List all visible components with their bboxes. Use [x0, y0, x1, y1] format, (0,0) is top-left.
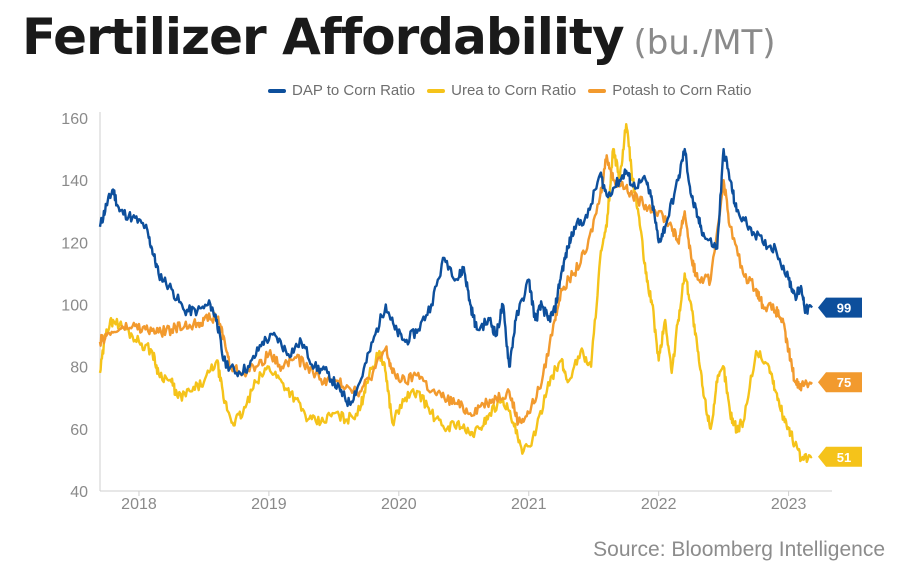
- legend-swatch-potash: [588, 88, 607, 93]
- y-tick-label-140: 140: [61, 173, 88, 190]
- y-tick-label-40: 40: [70, 484, 88, 501]
- y-tick-label-120: 120: [61, 235, 88, 252]
- legend-label-potash: Potash to Corn Ratio: [612, 82, 752, 99]
- end-tag-label-2: 75: [837, 375, 851, 390]
- title-unit: (bu./MT): [633, 23, 776, 63]
- legend-label-urea: Urea to Corn Ratio: [451, 82, 577, 99]
- legend-item-potash: Potash to Corn Ratio: [588, 82, 751, 99]
- title-main: Fertilizer Affordability: [22, 8, 625, 66]
- chart-title: Fertilizer Affordability (bu./MT): [22, 8, 776, 66]
- series-line-1: [98, 123, 813, 464]
- end-tag-label-1: 51: [837, 450, 851, 465]
- x-tick-label-2022: 2022: [641, 496, 677, 513]
- x-tick-label-2019: 2019: [251, 496, 287, 513]
- legend-swatch-dap: [268, 88, 286, 93]
- x-tick-label-2018: 2018: [121, 496, 157, 513]
- x-tick-label-2023: 2023: [771, 496, 807, 513]
- legend-swatch-urea: [427, 88, 446, 93]
- end-tag-0: [818, 297, 862, 318]
- y-tick-label-80: 80: [70, 360, 88, 377]
- y-tick-label-60: 60: [70, 422, 88, 439]
- end-tag-2: [818, 372, 862, 393]
- x-tick-label-2021: 2021: [511, 496, 547, 513]
- y-tick-label-100: 100: [61, 298, 88, 315]
- legend-item-urea: Urea to Corn Ratio: [427, 82, 576, 99]
- y-tick-label-160: 160: [61, 111, 88, 128]
- series-line-0: [98, 147, 813, 408]
- legend-label-dap: DAP to Corn Ratio: [292, 82, 416, 99]
- legend: DAP to Corn Ratio Urea to Corn Ratio Pot…: [268, 82, 751, 99]
- x-tick-label-2020: 2020: [381, 496, 417, 513]
- series-line-2: [98, 154, 813, 426]
- end-tag-1: [818, 446, 862, 467]
- source-note: Source: Bloomberg Intelligence: [593, 538, 885, 561]
- legend-item-dap: DAP to Corn Ratio: [268, 82, 415, 99]
- end-tag-label-0: 99: [837, 301, 851, 316]
